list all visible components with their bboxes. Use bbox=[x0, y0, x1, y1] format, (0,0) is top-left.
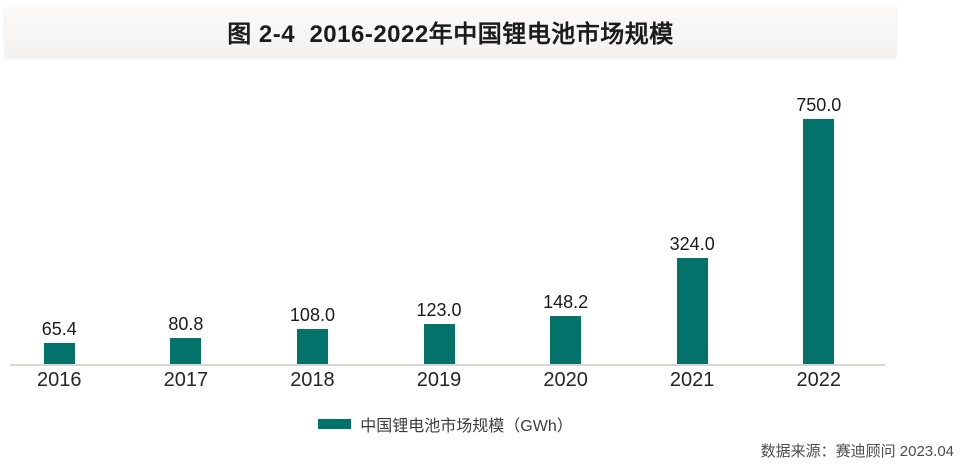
x-axis-labels: 2016 2017 2018 2019 2020 2021 2022 bbox=[0, 369, 882, 392]
legend-swatch-icon bbox=[318, 419, 352, 429]
x-axis-label-2016: 2016 bbox=[37, 369, 82, 391]
bar-2017 bbox=[170, 338, 202, 364]
bar-column-2018: 108.0 bbox=[249, 90, 376, 364]
bar-value-label: 148.2 bbox=[543, 292, 589, 312]
x-axis-label-2019: 2019 bbox=[416, 369, 462, 391]
bar-value-label: 324.0 bbox=[669, 234, 715, 254]
bar-2016 bbox=[43, 343, 75, 364]
bar-column-2017: 80.8 bbox=[123, 90, 250, 364]
chart-title: 图 2-4 2016-2022年中国锂电池市场规模 bbox=[227, 21, 674, 48]
bar-value-label: 80.8 bbox=[168, 314, 204, 334]
x-axis-label-2020: 2020 bbox=[543, 369, 588, 391]
bar-2021 bbox=[676, 258, 708, 364]
bar-chart: 65.4 80.8 108.0 123.0 148.2 324.0 750.0 2016 20… bbox=[0, 90, 885, 392]
x-axis-label-2017: 2017 bbox=[163, 369, 209, 391]
chart-legend: 中国锂电池市场规模（GWh） bbox=[0, 412, 891, 436]
bar-value-label: 65.4 bbox=[41, 319, 77, 339]
bar-value-label: 108.0 bbox=[289, 305, 335, 325]
bar-column-2016: 65.4 bbox=[0, 90, 123, 364]
chart-title-band: 图 2-4 2016-2022年中国锂电池市场规模 bbox=[5, 6, 896, 57]
bar-2018 bbox=[296, 329, 328, 364]
x-axis-label-2021: 2021 bbox=[669, 369, 715, 391]
bar-value-label: 750.0 bbox=[796, 95, 842, 115]
x-axis-label-2022: 2022 bbox=[796, 369, 842, 391]
bar-value-label: 123.0 bbox=[416, 300, 462, 320]
bar-columns: 65.4 80.8 108.0 123.0 148.2 324.0 750.0 bbox=[0, 90, 882, 364]
bar-column-2019: 123.0 bbox=[376, 90, 503, 364]
bar-column-2021: 324.0 bbox=[629, 90, 756, 364]
x-axis-label-2018: 2018 bbox=[290, 369, 335, 391]
bar-2022 bbox=[803, 119, 835, 364]
x-axis-line bbox=[10, 364, 885, 366]
legend-label: 中国锂电池市场规模（GWh） bbox=[360, 418, 573, 435]
data-source-note: 数据来源：赛迪顾问 2023.04 bbox=[760, 443, 954, 460]
bar-column-2022: 750.0 bbox=[755, 90, 882, 364]
bar-column-2020: 148.2 bbox=[502, 90, 629, 364]
bar-2019 bbox=[423, 324, 455, 364]
bar-2020 bbox=[550, 316, 582, 364]
